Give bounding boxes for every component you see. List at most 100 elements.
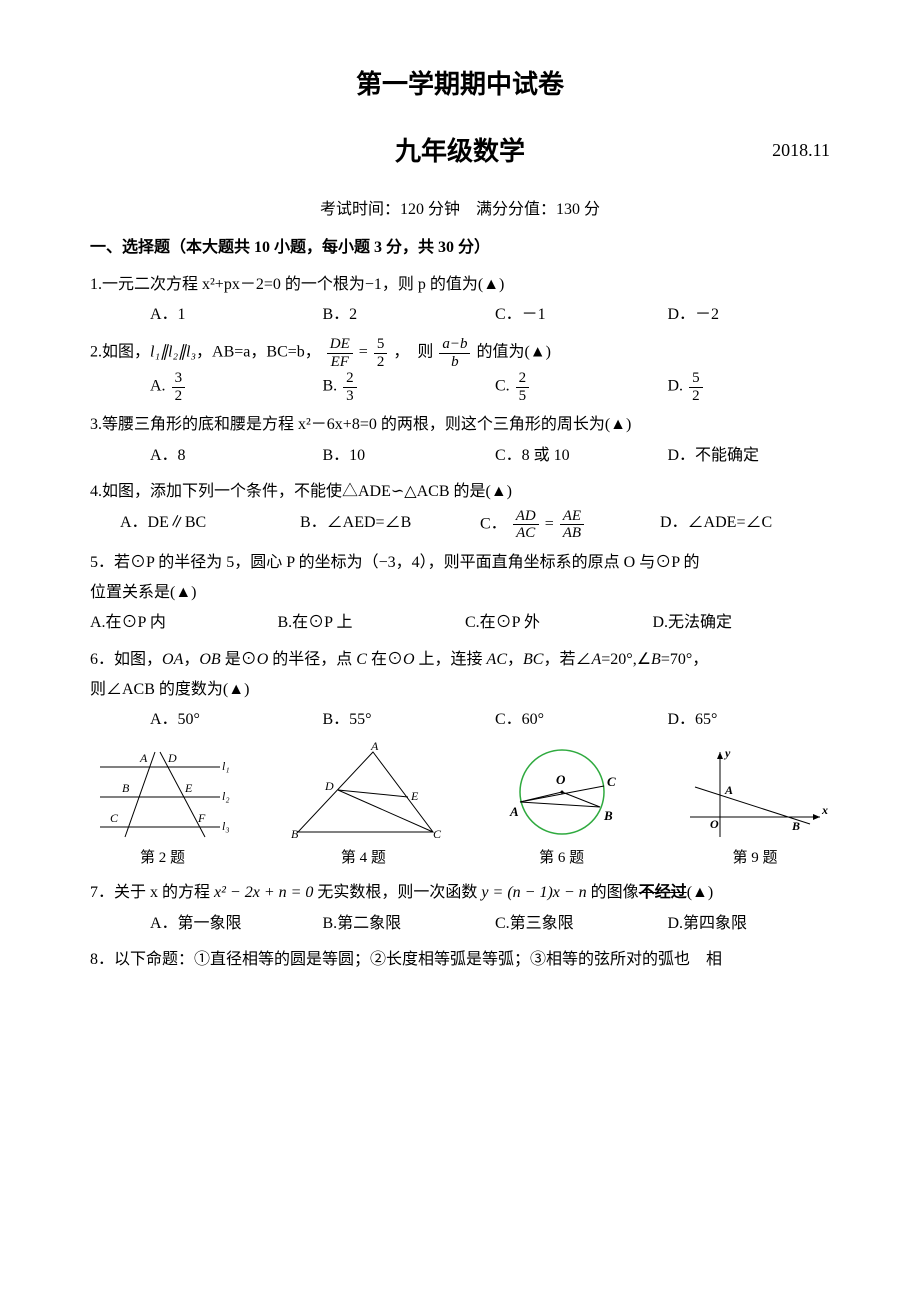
q1-opt-a: A．1 xyxy=(150,300,313,330)
frac-den: EF xyxy=(327,354,353,371)
q3-opt-d: D．不能确定 xyxy=(668,441,831,471)
q5-opt-c: C.在⊙P 外 xyxy=(465,608,643,638)
question-5-options: A.在⊙P 内 B.在⊙P 上 C.在⊙P 外 D.无法确定 xyxy=(90,608,830,638)
question-2-options: A. 32 B. 23 C. 25 D. 52 xyxy=(90,370,830,404)
q2-post: 的值为(▲) xyxy=(476,344,551,361)
q3-opt-a: A．8 xyxy=(150,441,313,471)
frac-num: 3 xyxy=(172,370,186,388)
q7-end: (▲) xyxy=(687,884,714,901)
svg-text:A: A xyxy=(509,804,519,819)
q7-pre: 7．关于 x 的方程 xyxy=(90,884,214,901)
q7-eq1: x² − 2x + n = 0 xyxy=(214,884,313,901)
svg-text:x: x xyxy=(821,803,828,817)
frac-num: AD xyxy=(513,508,539,526)
q7-post: 的图像 xyxy=(587,884,639,901)
frac-num: 2 xyxy=(343,370,357,388)
q7-opt-a: A．第一象限 xyxy=(150,909,313,939)
q2-parallel: l₁∥l₂∥l₃ xyxy=(150,344,196,361)
q6-opt-a: A．50° xyxy=(150,705,313,735)
q6-opt-c: C．60° xyxy=(495,705,658,735)
q5-opt-b: B.在⊙P 上 xyxy=(278,608,456,638)
q3-opt-b: B．10 xyxy=(323,441,486,471)
eq: = xyxy=(545,515,554,532)
frac-den: b xyxy=(439,354,470,371)
exam-info: 考试时间：120 分钟 满分分值：130 分 xyxy=(90,195,830,225)
q2-opt-d: D. 52 xyxy=(668,370,831,404)
svg-text:A: A xyxy=(724,783,733,797)
svg-text:C: C xyxy=(607,774,616,789)
q2-mid: ，AB=a，BC=b， xyxy=(196,344,321,361)
diagram-axes: y x O A B xyxy=(680,742,830,842)
q2-eq: = xyxy=(359,344,368,361)
svg-text:l₃: l₃ xyxy=(222,819,230,833)
exam-date: 2018.11 xyxy=(772,133,830,167)
q2-frac-de-ef: DEEF xyxy=(327,336,353,370)
svg-text:E: E xyxy=(184,781,193,795)
frac-num: 2 xyxy=(516,370,530,388)
opt-frac: 32 xyxy=(172,370,186,404)
frac-den: 5 xyxy=(516,388,530,405)
figure-q9: y x O A B 第 9 题 xyxy=(680,742,830,873)
question-5-line1: 5．若⊙P 的半径为 5，圆心 P 的坐标为（−3，4），则平面直角坐标系的原点… xyxy=(90,548,830,578)
frac-den: 2 xyxy=(374,354,388,371)
frac-den: AB xyxy=(560,525,584,542)
fig-caption: 第 2 题 xyxy=(140,850,185,866)
q1-opt-d: D．－2 xyxy=(668,300,831,330)
q7-mid: 无实数根，则一次函数 xyxy=(313,884,481,901)
question-4: 4.如图，添加下列一个条件，不能使△ADE∽△ACB 的是(▲) xyxy=(90,477,830,507)
q6-opt-b: B．55° xyxy=(323,705,486,735)
opt-frac: 25 xyxy=(516,370,530,404)
q2-opt-c: C. 25 xyxy=(495,370,658,404)
frac-num: 5 xyxy=(689,370,703,388)
question-1: 1.一元二次方程 x²+px－2=0 的一个根为−1，则 p 的值为(▲) xyxy=(90,270,830,300)
q1-opt-b: B．2 xyxy=(323,300,486,330)
q2-frac-5-2: 52 xyxy=(374,336,388,370)
opt-label: D. xyxy=(668,378,684,395)
question-8: 8．以下命题：①直径相等的圆是等圆；②长度相等弧是等弧；③相等的弦所对的弧也 相 xyxy=(90,945,830,975)
question-4-options: A．DE∥BC B．∠AED=∠B C． ADAC = AEAB D．∠ADE=… xyxy=(90,508,830,542)
frac-den: AC xyxy=(513,525,539,542)
q1-opt-c: C．－1 xyxy=(495,300,658,330)
figure-q2: A D B E C F l₁ l₂ l₃ 第 2 题 xyxy=(90,742,235,873)
q7-strike: 不经过 xyxy=(639,884,687,901)
q7-opt-d: D.第四象限 xyxy=(668,909,831,939)
diagram-circle: O A B C xyxy=(492,742,632,842)
q4-opt-c: C． ADAC = AEAB xyxy=(480,508,650,542)
svg-text:E: E xyxy=(410,789,419,803)
q7-opt-c: C.第三象限 xyxy=(495,909,658,939)
question-6-options: A．50° B．55° C．60° D．65° xyxy=(90,705,830,735)
question-7: 7．关于 x 的方程 x² − 2x + n = 0 无实数根，则一次函数 y … xyxy=(90,878,830,908)
frac-num: DE xyxy=(327,336,353,354)
q3-opt-c: C．8 或 10 xyxy=(495,441,658,471)
opt-frac: 23 xyxy=(343,370,357,404)
svg-text:C: C xyxy=(110,811,119,825)
q2-opt-b: B. 23 xyxy=(323,370,486,404)
opt-label: A. xyxy=(150,378,166,395)
svg-text:l₂: l₂ xyxy=(222,789,230,803)
opt-label: B. xyxy=(323,378,338,395)
svg-text:B: B xyxy=(122,781,130,795)
q7-eq2: y = (n − 1)x − n xyxy=(481,884,586,901)
question-3-options: A．8 B．10 C．8 或 10 D．不能确定 xyxy=(90,441,830,471)
svg-text:l₁: l₁ xyxy=(222,759,230,773)
q2-opt-a: A. 32 xyxy=(150,370,313,404)
q2-frac-ab-b: a−bb xyxy=(439,336,470,370)
q2-comma: ， 则 xyxy=(393,344,433,361)
fig-caption: 第 9 题 xyxy=(732,850,777,866)
svg-text:A: A xyxy=(139,751,148,765)
opt-frac: ADAC xyxy=(513,508,539,542)
opt-label: C. xyxy=(495,378,510,395)
q5-opt-a: A.在⊙P 内 xyxy=(90,608,268,638)
figure-q6: O A B C 第 6 题 xyxy=(492,742,632,873)
figure-row: A D B E C F l₁ l₂ l₃ 第 2 题 A D E B C 第 4… xyxy=(90,742,830,873)
fig-caption: 第 6 题 xyxy=(539,850,584,866)
frac-den: 2 xyxy=(689,388,703,405)
frac-num: 5 xyxy=(374,336,388,354)
question-3: 3.等腰三角形的底和腰是方程 x²－6x+8=0 的两根，则这个三角形的周长为(… xyxy=(90,410,830,440)
svg-text:A: A xyxy=(370,742,379,753)
q4-opt-b: B．∠AED=∠B xyxy=(300,508,470,542)
subtitle: 九年级数学 xyxy=(395,137,525,166)
q2-pre: 2.如图， xyxy=(90,344,150,361)
diagram-parallel-lines: A D B E C F l₁ l₂ l₃ xyxy=(90,742,235,842)
diagram-triangle: A D E B C xyxy=(283,742,443,842)
